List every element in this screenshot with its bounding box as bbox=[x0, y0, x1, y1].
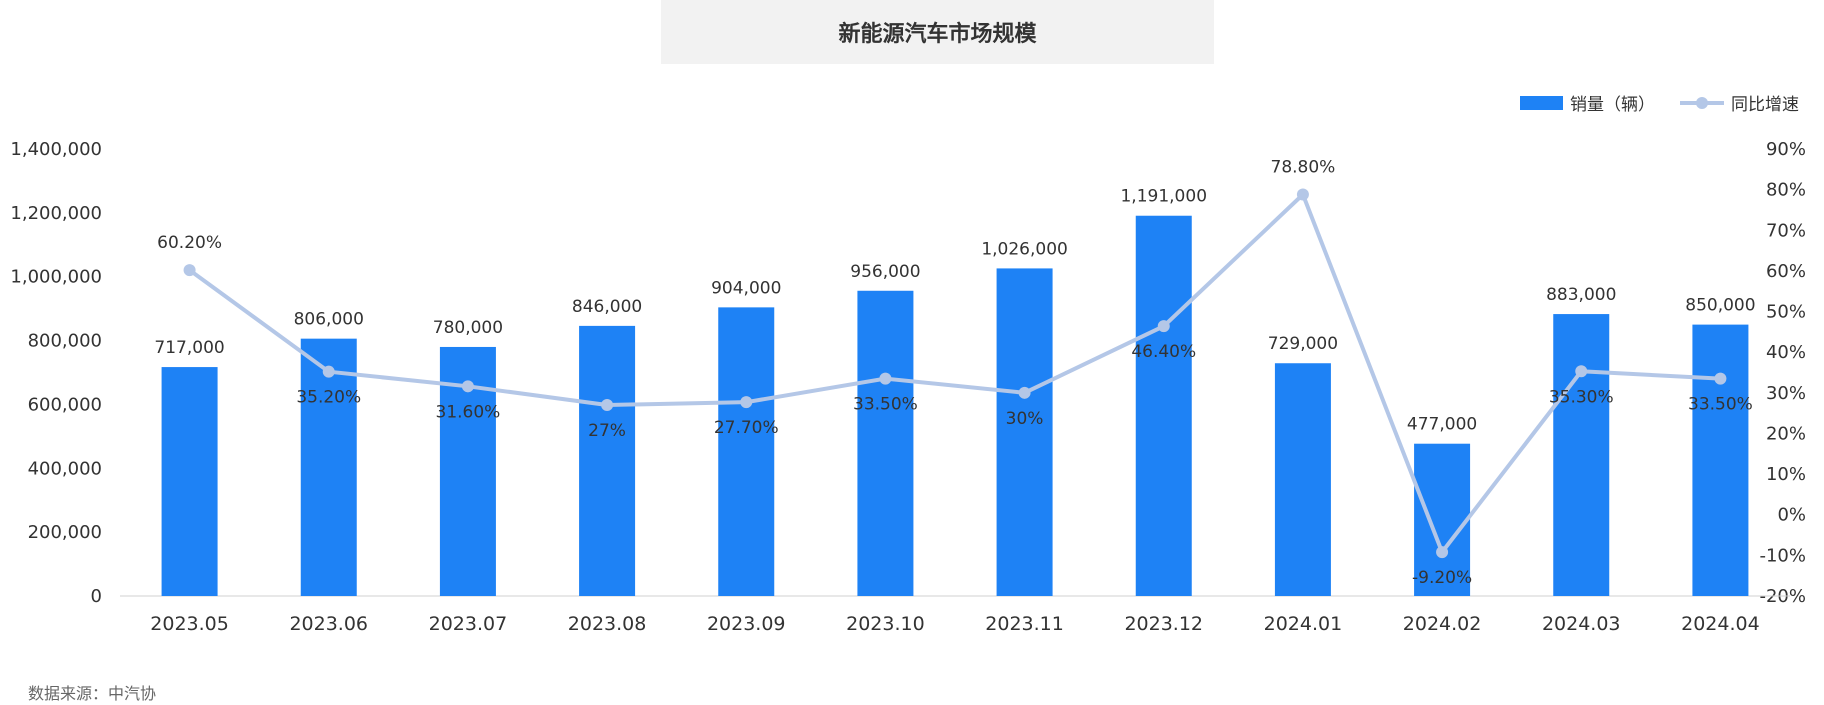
source-note: 数据来源：中汽协 bbox=[28, 684, 157, 703]
line-value-label: 33.50% bbox=[1688, 395, 1753, 415]
y-left-tick-label: 400,000 bbox=[28, 458, 102, 479]
bar bbox=[1274, 363, 1331, 596]
x-category-label: 2024.01 bbox=[1264, 613, 1343, 635]
growth-point bbox=[1575, 365, 1588, 378]
bar-value-label: 1,191,000 bbox=[1120, 187, 1207, 207]
legend-line-marker bbox=[1696, 97, 1708, 109]
y-right-tick-label: 50% bbox=[1766, 302, 1806, 323]
bar bbox=[1135, 215, 1192, 596]
growth-point bbox=[1714, 372, 1727, 385]
y-right-tick-label: 90% bbox=[1766, 139, 1806, 160]
legend-bar-label: 销量（辆） bbox=[1570, 95, 1655, 115]
bar-value-label: 850,000 bbox=[1685, 296, 1755, 316]
y-right-tick-label: 30% bbox=[1766, 383, 1806, 404]
y-right-tick-label: 60% bbox=[1766, 261, 1806, 282]
x-category-label: 2024.03 bbox=[1542, 613, 1621, 635]
bar-value-label: 883,000 bbox=[1546, 285, 1616, 305]
y-right-tick-label: 80% bbox=[1766, 180, 1806, 201]
chart-title: 新能源汽车市场规模 bbox=[838, 22, 1037, 47]
growth-point bbox=[1018, 386, 1031, 399]
growth-point bbox=[1157, 320, 1170, 333]
bar bbox=[1553, 314, 1610, 596]
growth-point bbox=[322, 365, 335, 378]
x-category-label: 2024.04 bbox=[1681, 613, 1760, 635]
bar bbox=[1692, 324, 1749, 596]
x-category-label: 2023.07 bbox=[429, 613, 508, 635]
y-right-tick-label: -10% bbox=[1759, 545, 1806, 566]
x-category-label: 2023.12 bbox=[1124, 613, 1203, 635]
y-left-tick-label: 200,000 bbox=[28, 522, 102, 543]
x-category-label: 2023.10 bbox=[846, 613, 925, 635]
y-right-tick-label: 20% bbox=[1766, 423, 1806, 444]
bar bbox=[996, 268, 1053, 596]
line-value-label: 27.70% bbox=[714, 418, 779, 438]
y-left-tick-label: 0 bbox=[91, 586, 102, 607]
bar bbox=[1414, 443, 1471, 596]
x-category-label: 2023.08 bbox=[568, 613, 647, 635]
growth-point bbox=[1296, 188, 1309, 201]
growth-point bbox=[879, 372, 892, 385]
y-left-tick-label: 1,200,000 bbox=[10, 203, 102, 224]
growth-point bbox=[601, 399, 614, 412]
line-value-label: 31.60% bbox=[436, 402, 501, 422]
legend-bar-swatch bbox=[1520, 96, 1563, 110]
bar bbox=[300, 338, 357, 596]
y-left-tick-label: 1,400,000 bbox=[10, 139, 102, 160]
line-value-label: -9.20% bbox=[1412, 568, 1472, 588]
line-value-label: 33.50% bbox=[853, 395, 918, 415]
bar-value-label: 904,000 bbox=[711, 278, 781, 298]
bar-value-label: 477,000 bbox=[1407, 415, 1477, 435]
x-category-label: 2023.11 bbox=[985, 613, 1064, 635]
y-right-tick-label: 10% bbox=[1766, 464, 1806, 485]
legend-line-label: 同比增速 bbox=[1731, 95, 1799, 115]
x-category-label: 2023.09 bbox=[707, 613, 786, 635]
x-category-label: 2023.06 bbox=[289, 613, 368, 635]
y-left-tick-label: 800,000 bbox=[28, 331, 102, 352]
chart-title-box: 新能源汽车市场规模 bbox=[661, 0, 1214, 64]
line-value-label: 27% bbox=[588, 421, 626, 441]
line-value-label: 46.40% bbox=[1131, 342, 1196, 362]
bar bbox=[857, 290, 914, 596]
y-right-tick-label: 40% bbox=[1766, 342, 1806, 363]
line-value-label: 35.30% bbox=[1549, 387, 1614, 407]
bar-value-label: 729,000 bbox=[1268, 334, 1338, 354]
bar-value-label: 806,000 bbox=[294, 310, 364, 330]
y-left-tick-label: 600,000 bbox=[28, 394, 102, 415]
y-right-tick-label: 0% bbox=[1777, 505, 1806, 526]
bar bbox=[718, 307, 775, 596]
growth-point bbox=[740, 396, 753, 409]
bar-value-label: 956,000 bbox=[850, 262, 920, 282]
bar-value-label: 846,000 bbox=[572, 297, 642, 317]
bar bbox=[579, 325, 636, 596]
growth-point bbox=[183, 264, 196, 277]
bar-value-label: 717,000 bbox=[154, 338, 224, 358]
line-value-label: 35.20% bbox=[296, 388, 361, 408]
line-value-label: 60.20% bbox=[157, 233, 222, 253]
line-value-label: 78.80% bbox=[1271, 158, 1336, 178]
y-right-tick-label: 70% bbox=[1766, 220, 1806, 241]
bar bbox=[161, 367, 218, 596]
bar-value-label: 1,026,000 bbox=[981, 239, 1068, 259]
x-category-label: 2024.02 bbox=[1403, 613, 1482, 635]
growth-point bbox=[1436, 546, 1449, 559]
y-left-tick-label: 1,000,000 bbox=[10, 267, 102, 288]
growth-point bbox=[461, 380, 474, 393]
line-value-label: 30% bbox=[1006, 409, 1044, 429]
bar-value-label: 780,000 bbox=[433, 318, 503, 338]
growth-line bbox=[188, 192, 1721, 555]
x-category-label: 2023.05 bbox=[150, 613, 229, 635]
